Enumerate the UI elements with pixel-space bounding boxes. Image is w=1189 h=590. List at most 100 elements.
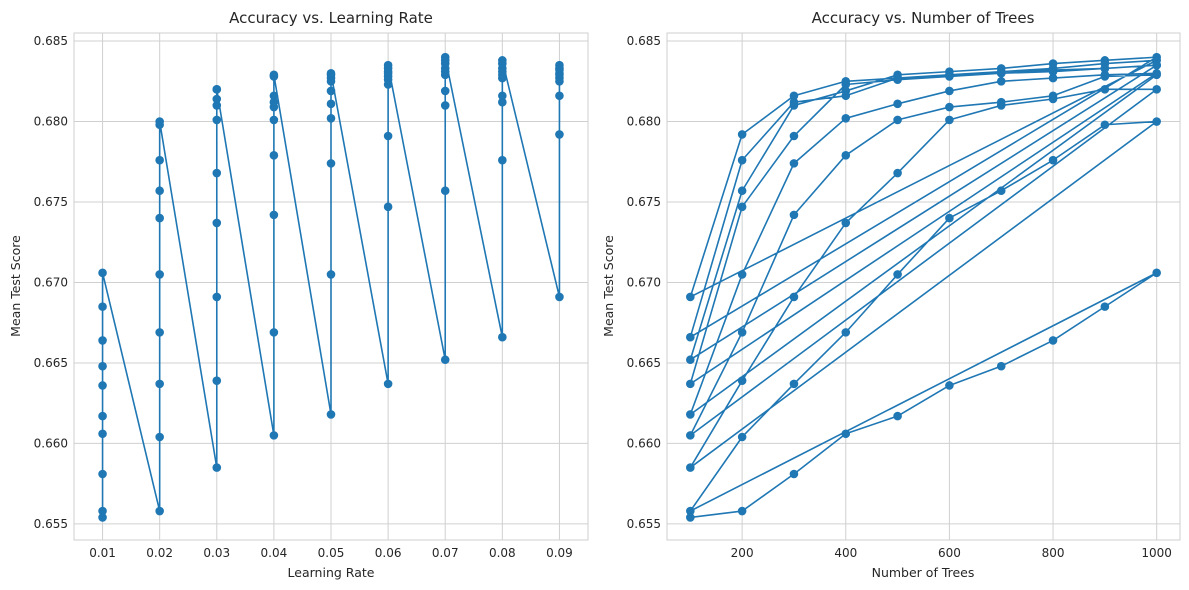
x-tick-label: 800 bbox=[1042, 546, 1065, 560]
data-point bbox=[686, 463, 695, 472]
series-line bbox=[689, 56, 1158, 519]
y-tick-labels: 0.655 0.660 0.665 0.670 0.675 0.680 0.685 bbox=[34, 34, 68, 531]
data-point bbox=[326, 86, 336, 96]
data-point bbox=[155, 117, 164, 126]
data-point bbox=[98, 302, 107, 311]
x-tick-label: 0.01 bbox=[89, 546, 116, 560]
data-point bbox=[737, 432, 747, 442]
data-point bbox=[212, 101, 222, 110]
data-point bbox=[686, 355, 695, 365]
x-tick-label: 1000 bbox=[1141, 546, 1172, 560]
y-tick-label: 0.660 bbox=[627, 436, 661, 450]
y-tick-label: 0.655 bbox=[627, 517, 661, 531]
data-point bbox=[155, 328, 164, 337]
data-point bbox=[326, 68, 336, 78]
data-point bbox=[440, 86, 450, 96]
data-point bbox=[326, 270, 336, 279]
data-point bbox=[789, 159, 799, 168]
data-point bbox=[789, 379, 799, 389]
data-point bbox=[789, 131, 799, 141]
data-point bbox=[498, 97, 507, 107]
data-point bbox=[1100, 302, 1110, 311]
data-point bbox=[945, 102, 954, 112]
data-point bbox=[789, 91, 799, 101]
y-tick-label: 0.665 bbox=[627, 356, 661, 370]
y-axis-label: Mean Test Score bbox=[8, 235, 23, 337]
x-tick-label: 0.06 bbox=[375, 546, 402, 560]
data-point bbox=[1048, 91, 1058, 101]
data-point bbox=[155, 270, 164, 279]
data-point bbox=[737, 270, 747, 279]
data-point bbox=[1152, 268, 1161, 278]
data-point bbox=[686, 513, 695, 522]
data-point bbox=[841, 91, 851, 101]
data-point bbox=[98, 506, 107, 516]
data-point bbox=[269, 151, 279, 160]
data-point bbox=[945, 115, 954, 125]
y-tick-label: 0.685 bbox=[627, 34, 661, 48]
data-point bbox=[841, 218, 851, 228]
plot-frame bbox=[666, 32, 1181, 541]
data-point bbox=[326, 159, 336, 168]
y-tick-label: 0.655 bbox=[34, 517, 68, 531]
data-point bbox=[1152, 85, 1161, 94]
data-point bbox=[737, 506, 747, 516]
data-point bbox=[269, 431, 279, 440]
data-point bbox=[98, 361, 107, 371]
y-tick-label: 0.685 bbox=[34, 34, 68, 48]
data-point bbox=[893, 411, 902, 421]
data-point bbox=[686, 431, 695, 440]
data-point bbox=[841, 76, 851, 86]
data-point bbox=[98, 381, 107, 390]
y-tick-labels: 0.655 0.660 0.665 0.670 0.675 0.680 0.685 bbox=[627, 34, 661, 531]
data-point bbox=[841, 151, 851, 160]
data-point bbox=[737, 328, 747, 337]
data-point bbox=[155, 155, 164, 165]
data-point bbox=[155, 379, 164, 389]
data-point bbox=[383, 202, 393, 212]
x-tick-label: 0.04 bbox=[261, 546, 288, 560]
data-point bbox=[1100, 64, 1110, 73]
x-tick-label: 0.07 bbox=[432, 546, 459, 560]
data-point bbox=[555, 292, 564, 302]
data-point bbox=[1048, 65, 1058, 75]
data-point bbox=[212, 94, 222, 104]
data-point bbox=[1048, 336, 1058, 345]
data-point bbox=[893, 168, 902, 178]
data-point bbox=[326, 99, 336, 109]
x-tick-label: 0.02 bbox=[146, 546, 173, 560]
y-tick-label: 0.660 bbox=[34, 436, 68, 450]
data-point bbox=[98, 469, 107, 479]
data-point bbox=[945, 70, 954, 80]
x-tick-label: 200 bbox=[731, 546, 754, 560]
data-point bbox=[893, 73, 902, 83]
data-point bbox=[155, 186, 164, 196]
data-point bbox=[555, 91, 564, 101]
data-point bbox=[212, 115, 222, 125]
y-tick-label: 0.675 bbox=[34, 195, 68, 209]
data-point bbox=[212, 168, 222, 178]
data-point bbox=[686, 332, 695, 342]
x-tick-label: 0.08 bbox=[489, 546, 516, 560]
data-point bbox=[98, 429, 107, 439]
data-point bbox=[155, 506, 164, 516]
data-point bbox=[269, 70, 279, 80]
data-point bbox=[996, 361, 1006, 371]
data-point bbox=[789, 97, 799, 107]
data-point bbox=[841, 328, 851, 337]
data-point bbox=[789, 469, 799, 479]
y-tick-label: 0.670 bbox=[627, 275, 661, 289]
chart-title: Accuracy vs. Number of Trees bbox=[812, 9, 1035, 27]
data-point bbox=[155, 213, 164, 223]
data-point bbox=[1048, 155, 1058, 165]
data-point bbox=[789, 210, 799, 220]
data-point bbox=[1100, 120, 1110, 130]
x-tick-label: 0.05 bbox=[318, 546, 345, 560]
data-point bbox=[269, 328, 279, 337]
y-tick-label: 0.665 bbox=[34, 356, 68, 370]
data-point bbox=[212, 85, 222, 94]
x-tick-label: 600 bbox=[938, 546, 961, 560]
y-tick-label: 0.675 bbox=[627, 195, 661, 209]
